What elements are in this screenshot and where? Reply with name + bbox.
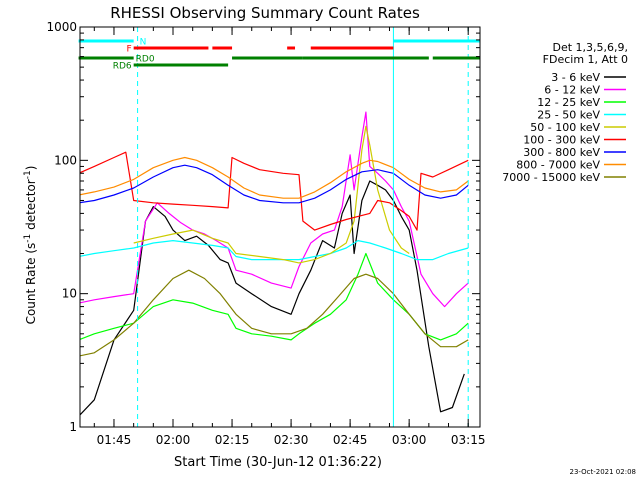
series-line-4 [80,240,469,261]
state-bar-label-4: RD6 [113,62,132,72]
state-bars: NF RD0 RD6 [78,38,480,72]
x-tick-label-6: 03:00 [392,433,427,447]
series-line-2 [80,111,469,308]
legend-label-2: 6 - 12 keV [544,84,600,97]
footer-date: 23-Oct-2021 02:08 [570,468,636,476]
y-axis-label-end: ) [24,166,38,171]
x-tick-label-4: 02:30 [274,433,309,447]
svg-text:Count Rate (s-1 detector-1): Count Rate (s-1 detector-1) [23,166,38,325]
legend-header-line-1: Det 1,3,5,6,9, [552,41,628,54]
legend-label-3: 12 - 25 keV [537,96,600,109]
y-axis-label-exp2: -1 [23,170,33,179]
axes: 01:45 02:00 02:15 02:30 02:45 03:00 03:15 1 10 10… [46,20,485,447]
series-line-8 [80,156,469,199]
y-tick-label-4: 1000 [46,20,77,34]
x-tick-label-7: 03:15 [451,433,486,447]
series-line-7 [80,164,469,204]
y-tick-label-3: 100 [54,153,77,167]
x-tick-label-2: 02:00 [156,433,191,447]
y-axis-label-mid: detector [24,179,38,234]
state-bar-label-1: N [140,38,147,48]
legend: Det 1,3,5,6,9,FDecim 1, Att 0 3 - 6 keV6 … [502,41,628,184]
series-line-5 [133,125,410,264]
y-tick-label-1: 1 [69,420,77,434]
chart-title: RHESSI Observing Summary Count Rates [110,4,420,22]
legend-label-4: 25 - 50 keV [537,109,600,122]
y-axis-label-exp1: -1 [23,234,33,243]
series-line-3 [80,252,469,341]
legend-header-line-2: FDecim 1, Att 0 [543,53,628,66]
series-layer [80,111,469,416]
y-tick-label-2: 10 [62,287,77,301]
plot-frame [79,26,481,428]
legend-label-6: 100 - 300 keV [523,134,600,147]
y-axis-label: Count Rate (s-1 detector-1) [23,166,38,325]
x-tick-label-3: 02:15 [215,433,250,447]
y-axis-label-main: Count Rate (s [24,243,38,325]
legend-label-7: 300 - 800 keV [523,146,600,159]
x-tick-label-5: 02:45 [333,433,368,447]
legend-label-9: 7000 - 15000 keV [502,171,600,184]
legend-label-5: 50 - 100 keV [530,121,600,134]
plot-area: NF RD0 RD6 [78,27,480,427]
legend-label-1: 3 - 6 keV [551,71,600,84]
legend-label-8: 800 - 7000 keV [516,159,600,172]
state-bar-label-3: RD0 [136,55,155,65]
series-line-9 [80,269,469,357]
x-tick-label-1: 01:45 [97,433,132,447]
x-axis-label: Start Time (30-Jun-12 01:36:22) [174,455,382,470]
series-line-1 [80,180,465,416]
state-bar-label-2: F [126,45,131,55]
